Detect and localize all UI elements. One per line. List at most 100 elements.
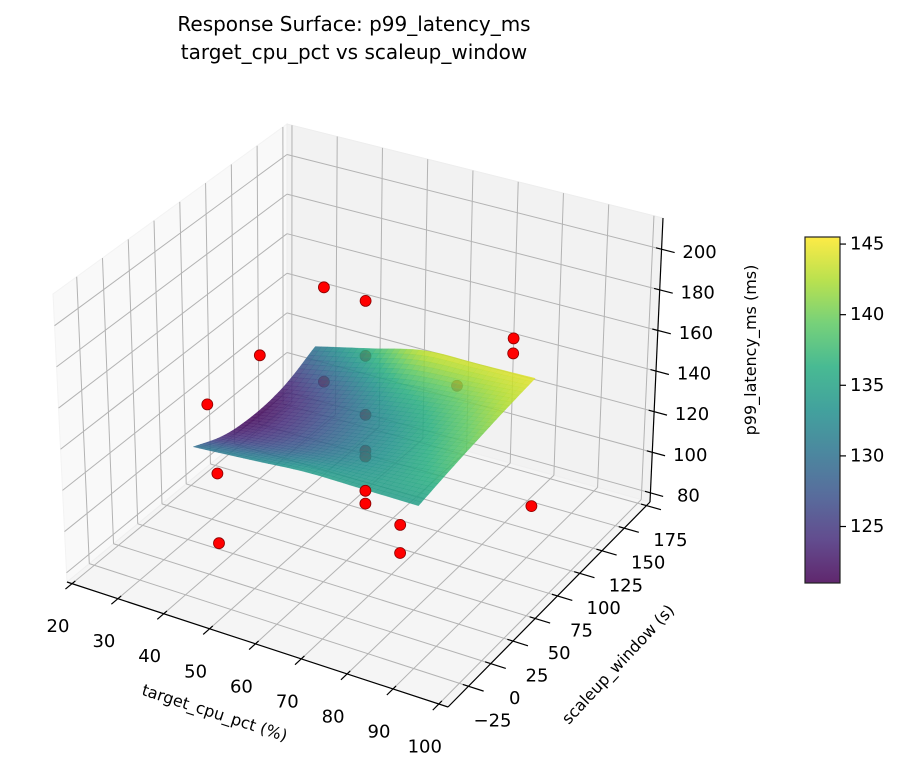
grid-line-z-left [58,233,288,409]
x-tick-label: 60 [230,676,253,697]
grid-line-x-wall [553,193,564,476]
z-tick [655,247,675,254]
x-tick-label: 80 [322,706,345,727]
y-tick [618,526,639,533]
y-tick-label: 25 [526,666,549,687]
data-point [359,484,372,497]
z-tick-label: 160 [679,323,713,344]
y-tick [551,593,573,601]
y-tick [573,571,595,579]
x-tick-label: 70 [276,691,299,712]
grid-line-y-floor [186,483,558,597]
grid-line-x-wall [640,215,655,500]
grid-line-x-wall [597,204,610,488]
chart-title: Response Surface: p99_latency_ms [177,12,530,36]
data-point [394,547,407,559]
colorbar-tick-label: 125 [850,516,884,537]
grid-line-y-wall [76,276,90,564]
z-tick [653,287,673,294]
grid-line-z-back [286,272,657,372]
grid-line-y-floor [210,463,580,574]
grid-line-y-wall [205,183,211,464]
chart-subtitle: target_cpu_pct vs scaleup_window [181,40,527,64]
grid-line-z-left [60,272,288,450]
grid-line-y-wall [230,164,236,445]
x-tick-label: 50 [184,661,207,682]
x-tick [110,595,122,605]
y-tick [596,548,617,556]
data-point [525,500,538,513]
x-tick [386,685,397,696]
z-axis-label: p99_latency_ms (ms) [741,265,761,436]
y-tick [507,638,529,647]
data-point [394,519,407,531]
data-point [317,281,330,294]
y-tick-label: −25 [474,711,512,732]
x-tick [156,610,168,620]
grid-line-y-wall [101,258,115,544]
grid-line-x-floor [300,462,511,660]
x-tick [65,580,76,590]
x-tick-label: 90 [368,721,391,742]
grid-lines [54,125,662,705]
y-tick-label: 150 [631,553,665,574]
grid-line-z-left [62,312,288,491]
y-axis-line [447,501,651,708]
x-tick [294,655,305,666]
x-tick-label: 20 [47,616,70,637]
colorbar-bar [804,236,841,584]
data-point [507,347,520,360]
z-tick-label: 200 [682,242,716,263]
y-tick-label: 0 [509,688,520,709]
tick-labels: 2030405060708090100−25025507510012515017… [47,242,717,758]
data-point [359,497,372,510]
x-tick-label: 40 [138,646,161,667]
y-tick-label: 50 [548,643,571,664]
data-point [201,398,214,411]
grid-line-y-floor [89,563,469,687]
x-tick-label: 100 [408,737,442,758]
z-tick-label: 180 [681,282,715,303]
x-tick [340,670,351,681]
z-tick [648,409,668,416]
x-tick-label: 30 [92,631,115,652]
data-point [359,294,372,307]
z-axis-line [649,217,664,503]
grid-line-z-left [54,154,288,327]
grid-line-x-floor [438,499,642,705]
colorbar: 125 130 135 140 145 [804,234,884,584]
surface-facet [411,500,423,507]
y-tick [529,616,551,624]
colorbar-tick-label: 130 [850,445,884,466]
points-front [201,281,538,559]
grid-line-x-floor [392,487,598,690]
grid-line-z-left [64,352,288,532]
z-tick [652,328,671,335]
z-tick-label: 140 [677,364,711,385]
grid-line-y-floor [161,503,536,619]
grid-line-y-floor [137,523,514,642]
x-tick [202,625,214,635]
colorbar-tick-label: 140 [850,304,884,325]
z-tick-label: 120 [675,404,709,425]
y-tick-label: 75 [570,620,593,641]
data-point [507,332,520,345]
response-surface [192,346,536,507]
grid-line-x-floor [346,474,555,675]
y-tick [462,683,484,692]
grid-line-z-back [286,154,662,250]
x-axis-label: target_cpu_pct (%) [139,680,290,746]
y-tick-label: 125 [609,575,643,596]
grid-line-y-wall [179,201,187,484]
data-point [253,349,266,362]
grid-line-y-wall [127,239,139,524]
y-tick [640,503,662,511]
grid-line-x-wall [509,181,519,464]
colorbar-tick-label: 135 [850,375,884,396]
z-tick [650,369,670,376]
axis-lines [65,217,675,711]
colorbar-tick-label: 145 [850,234,884,255]
grid-line-z-left [56,193,288,368]
data-point [211,467,224,480]
